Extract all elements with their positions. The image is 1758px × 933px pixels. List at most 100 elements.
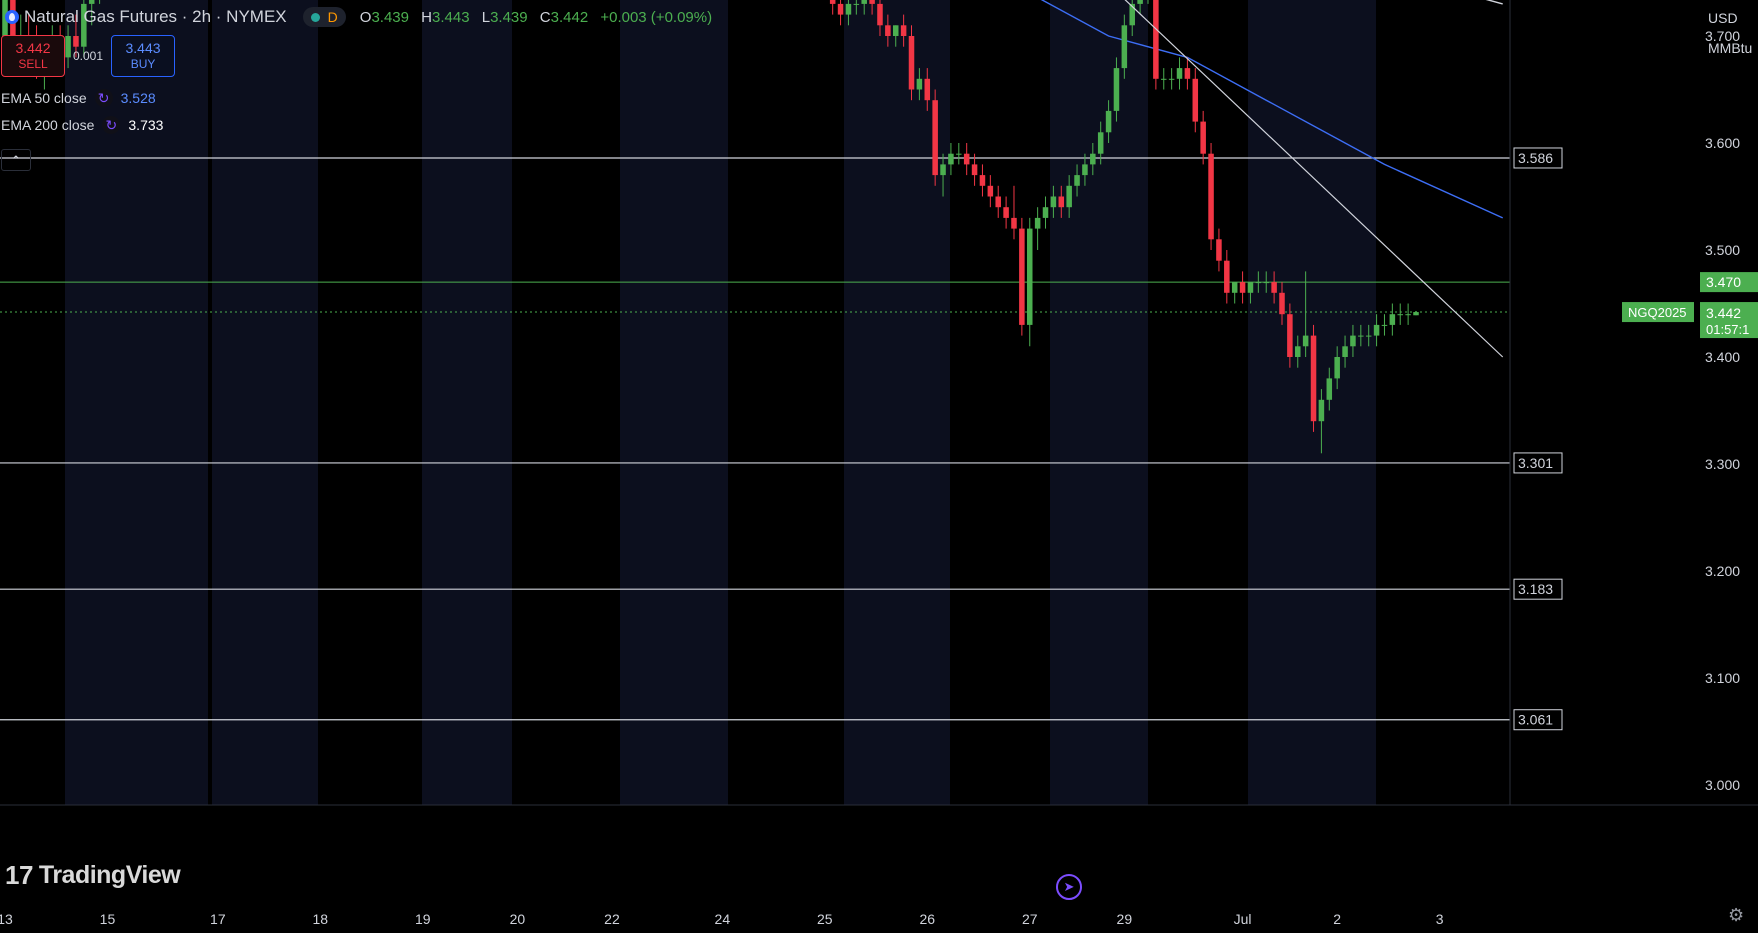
candle-body	[1208, 153, 1214, 240]
candle-body	[932, 100, 938, 176]
candle-body	[1358, 335, 1364, 337]
ema50-legend[interactable]: EMA 50 close ↻ 3.528	[1, 89, 156, 107]
open-value: 3.439	[371, 8, 409, 26]
candle-body	[1034, 217, 1041, 229]
market-status[interactable]: D	[302, 7, 346, 27]
unit-label[interactable]: MMBtu	[1708, 40, 1753, 56]
change-value: +0.003 (+0.09%)	[600, 8, 713, 26]
session-band	[65, 0, 208, 805]
candle-body	[1121, 25, 1128, 69]
price-tick: 3.100	[1705, 670, 1740, 686]
ema50-value: 3.528	[120, 90, 156, 106]
symbol-title[interactable]: Natural Gas Futures · 2h · NYMEX	[24, 7, 287, 26]
session-band	[212, 0, 318, 805]
time-tick: 29	[1117, 911, 1133, 927]
session-band	[1050, 0, 1148, 805]
currency-label[interactable]: USD	[1708, 10, 1738, 26]
close-value: 3.442	[550, 8, 589, 26]
price-tick: 3.000	[1705, 777, 1740, 793]
time-tick: 26	[919, 911, 935, 927]
time-tick: Jul	[1234, 911, 1252, 927]
time-tick: 27	[1022, 911, 1038, 927]
buy-button[interactable]: 3.443 BUY	[111, 35, 176, 77]
candle-body	[1129, 3, 1135, 26]
candle-body	[1003, 207, 1009, 218]
candle-body	[1097, 132, 1104, 154]
time-tick: 20	[510, 911, 526, 927]
candle-body	[885, 25, 891, 36]
low-value: 3.439	[490, 8, 528, 26]
candle-body	[1413, 312, 1419, 316]
tradingview-logo[interactable]: 17 TradingView	[5, 860, 181, 891]
candle-body	[1176, 68, 1183, 79]
candle-body	[1160, 78, 1167, 80]
candle-body	[1058, 196, 1065, 208]
candle-body	[1011, 217, 1017, 229]
level-label: 3.586	[1518, 150, 1553, 166]
candle-body	[1271, 282, 1277, 293]
candle-body	[900, 25, 907, 36]
candle-body	[1373, 324, 1380, 336]
session-background	[65, 0, 1376, 805]
session-band	[844, 0, 950, 805]
resistance-label: 3.470	[1706, 274, 1741, 290]
ema200-legend[interactable]: EMA 200 close ↻ 3.733	[1, 116, 163, 134]
price-tick: 3.700	[1705, 28, 1740, 44]
candle-body	[1200, 121, 1206, 154]
trendline	[1124, 0, 1504, 358]
candle-body	[956, 153, 962, 155]
candle-body	[995, 196, 1001, 208]
time-tick: 19	[415, 911, 431, 927]
candle-body	[1105, 110, 1112, 133]
price-axis: 3.000 3.100 3.200 3.300 3.400 3.500 3.600 3.700…	[1509, 0, 1758, 933]
candle-body	[1192, 78, 1199, 122]
ema200-label: EMA 200 close	[1, 117, 95, 133]
high-value: 3.443	[432, 8, 470, 26]
scroll-to-realtime-icon[interactable]: ➤	[1056, 874, 1082, 900]
candle-body	[1295, 346, 1301, 357]
candle-body	[1389, 314, 1396, 325]
price-tick: 3.600	[1705, 135, 1740, 151]
candle-body	[1216, 239, 1222, 261]
candle-body	[65, 36, 71, 58]
time-axis: 13 15 17 18 19 20 22 24 25 26 27 29 Jul 2 3	[0, 804, 1758, 927]
open-label: O	[359, 8, 372, 26]
time-tick: 18	[313, 911, 329, 927]
candle-body	[88, 0, 95, 4]
candle-body	[1074, 175, 1080, 186]
candle-body	[1184, 68, 1191, 79]
price-tick: 3.300	[1705, 456, 1740, 472]
candle-body	[861, 0, 867, 4]
candle-body	[908, 36, 915, 90]
low-label: L	[481, 8, 491, 26]
downtrend-line	[1124, 0, 1504, 358]
spread-value: 0.001	[73, 49, 104, 63]
tradingview-mark-icon: 17	[5, 860, 33, 890]
sell-button[interactable]: 3.442 SELL	[1, 35, 65, 77]
session-band	[620, 0, 728, 805]
gear-icon[interactable]: ⚙	[1728, 905, 1745, 925]
high-label: H	[421, 8, 432, 26]
collapse-legend-button[interactable]: ⌃	[1, 149, 31, 171]
candle-body	[1381, 324, 1388, 326]
session-band	[422, 0, 512, 805]
candle-body	[1113, 68, 1120, 111]
market-open-dot-icon	[310, 12, 320, 22]
candle-body	[1350, 335, 1356, 347]
last-price-label: 3.442	[1706, 305, 1741, 321]
candle-body	[1247, 282, 1254, 293]
time-tick: 22	[604, 911, 620, 927]
candle-body	[1318, 399, 1325, 422]
level-label: 3.301	[1518, 455, 1553, 471]
candle-body	[1310, 335, 1317, 422]
candle-body	[837, 3, 844, 15]
time-tick: 24	[715, 911, 731, 927]
level-label-box	[1513, 709, 1563, 731]
candle-body	[1019, 228, 1025, 325]
candle-body	[1042, 207, 1049, 218]
candle-body	[987, 185, 994, 197]
candle-body	[845, 3, 852, 15]
candle-body	[73, 36, 79, 47]
candle-body	[1334, 357, 1340, 379]
